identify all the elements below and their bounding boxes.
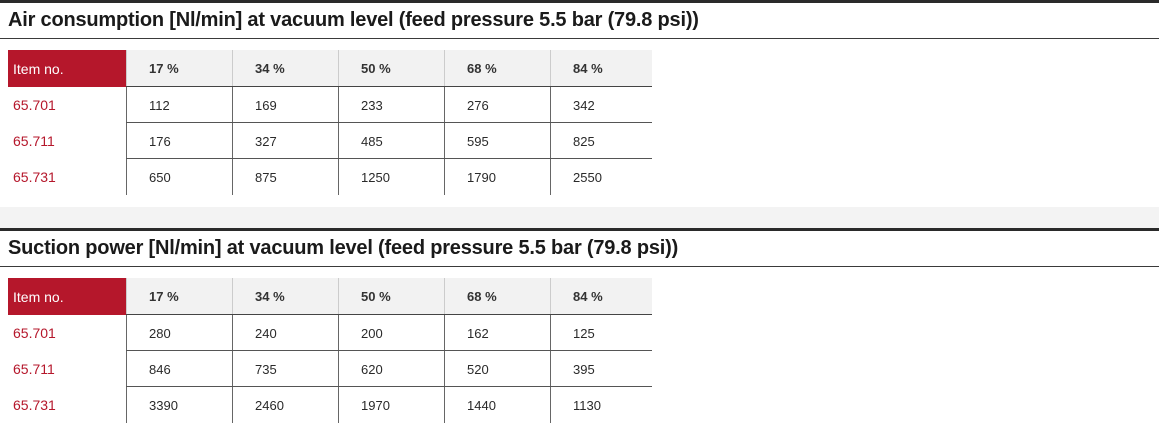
header-84: 84 % <box>550 50 652 87</box>
suction-power-table: Item no. 17 % 34 % 50 % 68 % 84 % 65.701… <box>8 278 652 423</box>
header-50: 50 % <box>338 278 444 315</box>
header-50: 50 % <box>338 50 444 87</box>
table-cell: 1970 <box>338 387 444 423</box>
table-cell: 2550 <box>550 159 652 195</box>
table-header-row: Item no. 17 % 34 % 50 % 68 % 84 % <box>8 278 652 315</box>
item-number: 65.711 <box>13 133 55 149</box>
header-34: 34 % <box>232 50 338 87</box>
table-cell: 825 <box>550 123 652 159</box>
table-cell: 520 <box>444 351 550 387</box>
table-cell: 595 <box>444 123 550 159</box>
table-row: 65.701 112 169 233 276 342 <box>8 87 652 123</box>
table-row: 65.701 280 240 200 162 125 <box>8 315 652 351</box>
header-68: 68 % <box>444 278 550 315</box>
header-item-no: Item no. <box>8 278 126 315</box>
suction-power-section: Suction power [Nl/min] at vacuum level (… <box>0 228 1159 438</box>
section-top-bar <box>0 228 1159 231</box>
air-consumption-table: Item no. 17 % 34 % 50 % 68 % 84 % 65.701… <box>8 50 652 195</box>
table-cell: 735 <box>232 351 338 387</box>
table-cell: 1790 <box>444 159 550 195</box>
item-number: 65.701 <box>13 325 56 341</box>
table-cell: 395 <box>550 351 652 387</box>
section-title: Air consumption [Nl/min] at vacuum level… <box>8 9 699 31</box>
item-number: 65.701 <box>13 97 56 113</box>
header-68: 68 % <box>444 50 550 87</box>
table-cell: 240 <box>232 315 338 351</box>
table-cell: 176 <box>126 123 232 159</box>
table-row: 65.711 846 735 620 520 395 <box>8 351 652 387</box>
table-cell: 280 <box>126 315 232 351</box>
table-cell: 342 <box>550 87 652 123</box>
air-consumption-section: Air consumption [Nl/min] at vacuum level… <box>0 0 1159 228</box>
table-cell: 485 <box>338 123 444 159</box>
table-cell: 875 <box>232 159 338 195</box>
header-84: 84 % <box>550 278 652 315</box>
table-cell: 169 <box>232 87 338 123</box>
table-cell: 650 <box>126 159 232 195</box>
table-header-row: Item no. 17 % 34 % 50 % 68 % 84 % <box>8 50 652 87</box>
table-row: 65.731 650 875 1250 1790 2550 <box>8 159 652 195</box>
item-number: 65.731 <box>13 169 56 185</box>
section-title: Suction power [Nl/min] at vacuum level (… <box>8 237 679 259</box>
header-34: 34 % <box>232 278 338 315</box>
table-cell: 620 <box>338 351 444 387</box>
table-cell: 3390 <box>126 387 232 423</box>
section-separator-band <box>0 207 1159 228</box>
table-cell: 276 <box>444 87 550 123</box>
table-cell: 200 <box>338 315 444 351</box>
table-cell: 112 <box>126 87 232 123</box>
table-cell: 1130 <box>550 387 652 423</box>
item-number: 65.711 <box>13 361 55 377</box>
header-17: 17 % <box>126 50 232 87</box>
table-cell: 2460 <box>232 387 338 423</box>
section-top-bar <box>0 0 1159 3</box>
title-underline <box>0 38 1159 39</box>
table-cell: 327 <box>232 123 338 159</box>
table-cell: 233 <box>338 87 444 123</box>
title-underline <box>0 266 1159 267</box>
table-row: 65.731 3390 2460 1970 1440 1130 <box>8 387 652 423</box>
table-cell: 1250 <box>338 159 444 195</box>
table-cell: 162 <box>444 315 550 351</box>
table-cell: 125 <box>550 315 652 351</box>
table-cell: 1440 <box>444 387 550 423</box>
table-row: 65.711 176 327 485 595 825 <box>8 123 652 159</box>
header-17: 17 % <box>126 278 232 315</box>
item-number: 65.731 <box>13 397 56 413</box>
header-item-no: Item no. <box>8 50 126 87</box>
table-cell: 846 <box>126 351 232 387</box>
